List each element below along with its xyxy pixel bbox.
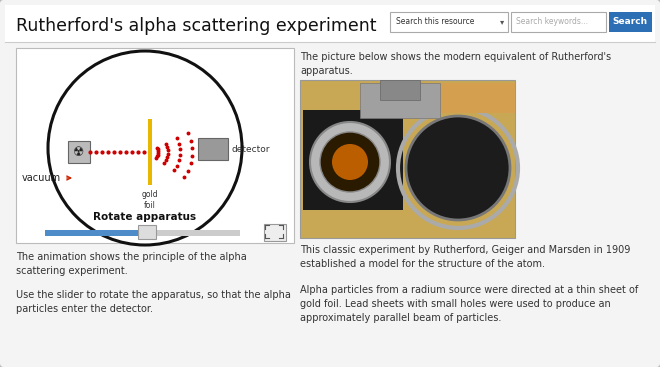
Text: The picture below shows the modern equivalent of Rutherford's
apparatus.: The picture below shows the modern equiv…	[300, 52, 611, 76]
Bar	[264, 224, 286, 241]
Text: Use the slider to rotate the apparatus, so that the alpha
particles enter the de: Use the slider to rotate the apparatus, …	[16, 290, 291, 314]
Text: Search this resource: Search this resource	[396, 18, 475, 26]
Bar	[148, 119, 152, 185]
Text: ☢: ☢	[73, 145, 84, 159]
Bar	[5, 5, 655, 42]
Bar	[300, 80, 515, 238]
Bar	[198, 138, 228, 160]
Text: This classic experiment by Rutherford, Geiger and Marsden in 1909
established a : This classic experiment by Rutherford, G…	[300, 245, 630, 269]
Text: Rutherford's alpha scattering experiment: Rutherford's alpha scattering experiment	[16, 17, 376, 35]
Bar	[303, 110, 403, 210]
Bar	[360, 83, 440, 118]
Text: vacuum: vacuum	[22, 173, 61, 183]
Text: The animation shows the principle of the alpha
scattering experiment.: The animation shows the principle of the…	[16, 252, 247, 276]
Text: Rotate apparatus: Rotate apparatus	[94, 212, 197, 222]
Circle shape	[310, 122, 390, 202]
Circle shape	[332, 144, 368, 180]
Bar	[609, 12, 652, 32]
Bar	[511, 12, 606, 32]
Text: Alpha particles from a radium source were directed at a thin sheet of
gold foil.: Alpha particles from a radium source wer…	[300, 285, 638, 323]
FancyArrowPatch shape	[67, 176, 71, 180]
Bar	[390, 12, 508, 32]
Bar	[410, 83, 515, 113]
Text: ▾: ▾	[500, 18, 504, 26]
Text: Search: Search	[612, 18, 647, 26]
Bar	[45, 230, 145, 236]
Circle shape	[320, 132, 380, 192]
Text: detector: detector	[231, 145, 269, 153]
Circle shape	[406, 116, 510, 220]
Text: Search keywords...: Search keywords...	[516, 18, 588, 26]
Bar	[68, 141, 90, 163]
Bar	[380, 80, 420, 100]
Text: gold
foil: gold foil	[142, 190, 158, 210]
Bar	[138, 225, 156, 239]
Circle shape	[48, 51, 242, 245]
Bar	[16, 48, 294, 243]
Bar	[45, 230, 240, 236]
